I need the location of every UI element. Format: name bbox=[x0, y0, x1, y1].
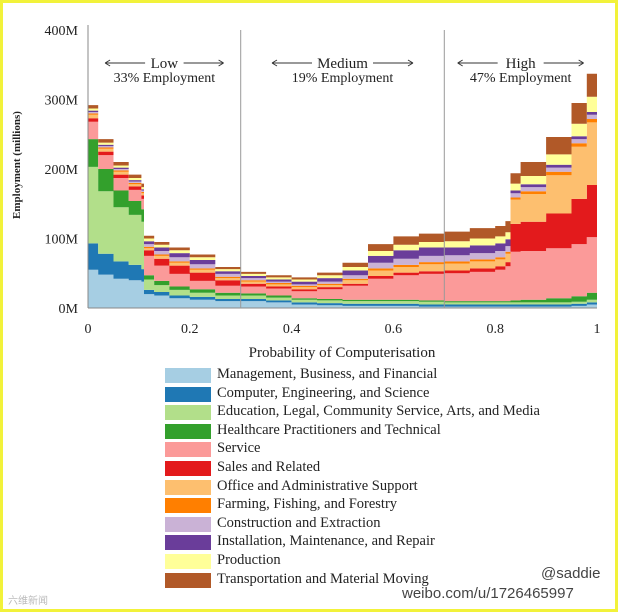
x-tick-label: 0.4 bbox=[283, 322, 301, 337]
x-tick-label: 0.8 bbox=[486, 322, 504, 337]
legend-label: Production bbox=[217, 552, 281, 568]
region-arrow-left bbox=[104, 59, 146, 67]
legend-swatch bbox=[165, 461, 211, 476]
legend-label: Computer, Engineering, and Science bbox=[217, 384, 430, 401]
legend-swatch bbox=[165, 498, 211, 514]
region-share: 19% Employment bbox=[292, 71, 394, 86]
legend-swatch bbox=[165, 572, 211, 588]
y-tick-label: 200M bbox=[45, 163, 79, 178]
x-tick-label: 0 bbox=[85, 322, 92, 337]
legend-swatch bbox=[165, 442, 211, 458]
plot-area bbox=[88, 31, 597, 308]
region-name: High bbox=[506, 56, 537, 72]
legend-item: Management, Business, and Financial bbox=[165, 366, 605, 384]
region-share: 47% Employment bbox=[470, 71, 572, 86]
region-arrow-right bbox=[373, 59, 414, 67]
axes bbox=[87, 25, 597, 309]
legend-label: Sales and Related bbox=[217, 459, 321, 475]
legend-swatch bbox=[165, 386, 211, 402]
weibo-handle: @saddie bbox=[541, 565, 601, 582]
legend-swatch bbox=[165, 535, 211, 551]
legend-item: Transportation and Material Moving bbox=[165, 571, 605, 589]
legend-item: Education, Legal, Community Service, Art… bbox=[165, 403, 605, 421]
legend-label: Transportation and Material Moving bbox=[217, 570, 429, 587]
legend-swatch bbox=[165, 405, 211, 421]
legend-label: Farming, Fishing, and Forestry bbox=[217, 496, 398, 513]
legend-label: Installation, Maintenance, and Repair bbox=[217, 533, 435, 550]
x-tick-label: 0.2 bbox=[181, 322, 199, 337]
region-name: Medium bbox=[317, 56, 368, 72]
y-tick-label: 300M bbox=[45, 94, 79, 109]
legend-item: Installation, Maintenance, and Repair bbox=[165, 533, 605, 551]
region-arrow-left bbox=[271, 59, 312, 67]
area-series-1 bbox=[88, 269, 597, 308]
region-arrow-left bbox=[457, 59, 498, 67]
x-tick-label: 1 bbox=[594, 322, 601, 337]
y-axis-label: Employment (millions) bbox=[11, 111, 23, 219]
legend-swatch bbox=[165, 554, 211, 569]
legend-label: Office and Administrative Support bbox=[217, 477, 418, 494]
tick-labels: 0 0.2 0.4 0.6 0.8 1 0M 100M 200M 300M 400M bbox=[45, 24, 601, 337]
legend-item: Sales and Related bbox=[165, 459, 605, 477]
legend-label: Education, Legal, Community Service, Art… bbox=[217, 403, 540, 420]
area-series-5 bbox=[88, 121, 597, 302]
y-tick-label: 400M bbox=[45, 24, 79, 39]
legend-label: Healthcare Practitioners and Technical bbox=[217, 421, 441, 438]
legend-item: Computer, Engineering, and Science bbox=[165, 385, 605, 403]
x-tick-label: 0.6 bbox=[385, 322, 403, 337]
legend-item: Production bbox=[165, 552, 605, 570]
legend-item: Healthcare Practitioners and Technical bbox=[165, 422, 605, 440]
legend-item: Farming, Fishing, and Forestry bbox=[165, 496, 605, 514]
region-name: Low bbox=[151, 56, 179, 72]
legend-label: Service bbox=[217, 440, 261, 457]
legend-swatch bbox=[165, 479, 211, 495]
legend-swatch bbox=[165, 368, 211, 383]
y-tick-label: 100M bbox=[45, 233, 79, 248]
legend-label: Construction and Extraction bbox=[217, 514, 381, 531]
legend-swatch bbox=[165, 423, 211, 439]
legend-label: Management, Business, and Financial bbox=[217, 366, 438, 382]
corner-watermark: 六维新闻 bbox=[8, 596, 48, 607]
y-tick-label: 0M bbox=[59, 302, 79, 317]
legend-swatch bbox=[165, 516, 211, 532]
weibo-url: weibo.com/u/1726465997 bbox=[402, 585, 574, 602]
legend-item: Service bbox=[165, 440, 605, 458]
x-axis-label: Probability of Computerisation bbox=[249, 345, 436, 361]
region-arrow-right bbox=[183, 59, 224, 67]
threshold-lines bbox=[240, 30, 445, 308]
legend-item: Office and Administrative Support bbox=[165, 478, 605, 496]
region-share: 33% Employment bbox=[114, 71, 216, 86]
region-arrow-right bbox=[543, 59, 584, 67]
legend-item: Construction and Extraction bbox=[165, 515, 605, 533]
